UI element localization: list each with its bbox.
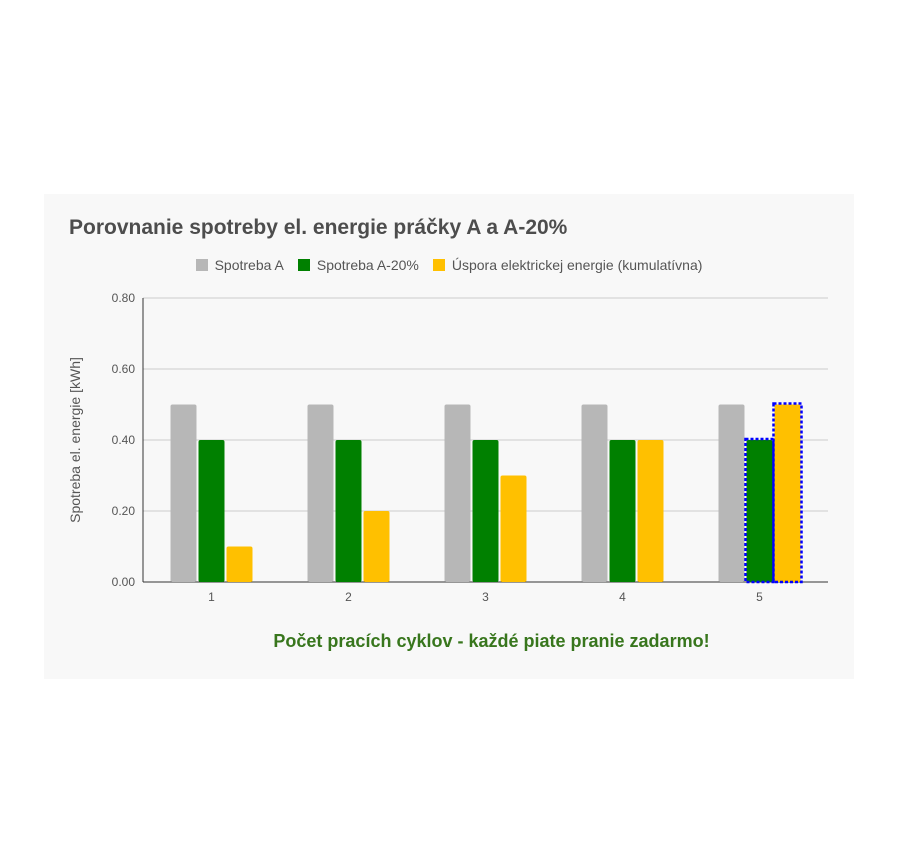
legend-item: Spotreba A	[195, 257, 284, 273]
legend-swatch	[195, 259, 208, 271]
legend-item: Spotreba A-20%	[297, 257, 419, 273]
y-tick-label: 0.00	[112, 575, 136, 589]
bar	[472, 440, 499, 582]
legend-swatch	[432, 259, 445, 271]
x-tick-label: 5	[756, 590, 763, 604]
bar	[609, 440, 636, 582]
y-tick-label: 0.80	[112, 291, 136, 305]
bar	[637, 440, 664, 582]
bar	[198, 440, 225, 582]
bar	[774, 404, 801, 582]
y-tick-label: 0.60	[112, 362, 136, 376]
bar	[363, 511, 390, 582]
legend-swatch	[297, 259, 310, 271]
legend-label: Úspora elektrickej energie (kumulatívna)	[451, 257, 703, 273]
y-tick-label: 0.40	[112, 433, 136, 447]
x-axis-label: Počet pracích cyklov - každé piate prani…	[273, 631, 710, 651]
legend-label: Spotreba A	[214, 257, 284, 273]
bar	[170, 404, 197, 582]
legend-label: Spotreba A-20%	[316, 257, 419, 273]
x-tick-label: 1	[208, 590, 215, 604]
chart-title: Porovnanie spotreby el. energie práčky A…	[69, 216, 568, 239]
y-tick-label: 0.20	[112, 504, 136, 518]
legend: Spotreba A Spotreba A-20% Úspora elektrick…	[44, 257, 854, 273]
bar	[500, 475, 527, 582]
bar-highlight-outline	[772, 402, 803, 584]
bar	[444, 404, 471, 582]
bar-highlight-outline	[744, 437, 775, 584]
bar	[581, 404, 608, 582]
x-tick-label: 3	[482, 590, 489, 604]
x-tick-label: 4	[619, 590, 626, 604]
bar	[746, 440, 773, 582]
bar	[335, 440, 362, 582]
bar	[307, 404, 334, 582]
bar	[718, 404, 745, 582]
bar	[226, 546, 253, 582]
legend-item: Úspora elektrickej energie (kumulatívna)	[432, 257, 703, 273]
x-tick-label: 2	[345, 590, 352, 604]
y-axis-label: Spotreba el. energie [kWh]	[67, 357, 83, 523]
